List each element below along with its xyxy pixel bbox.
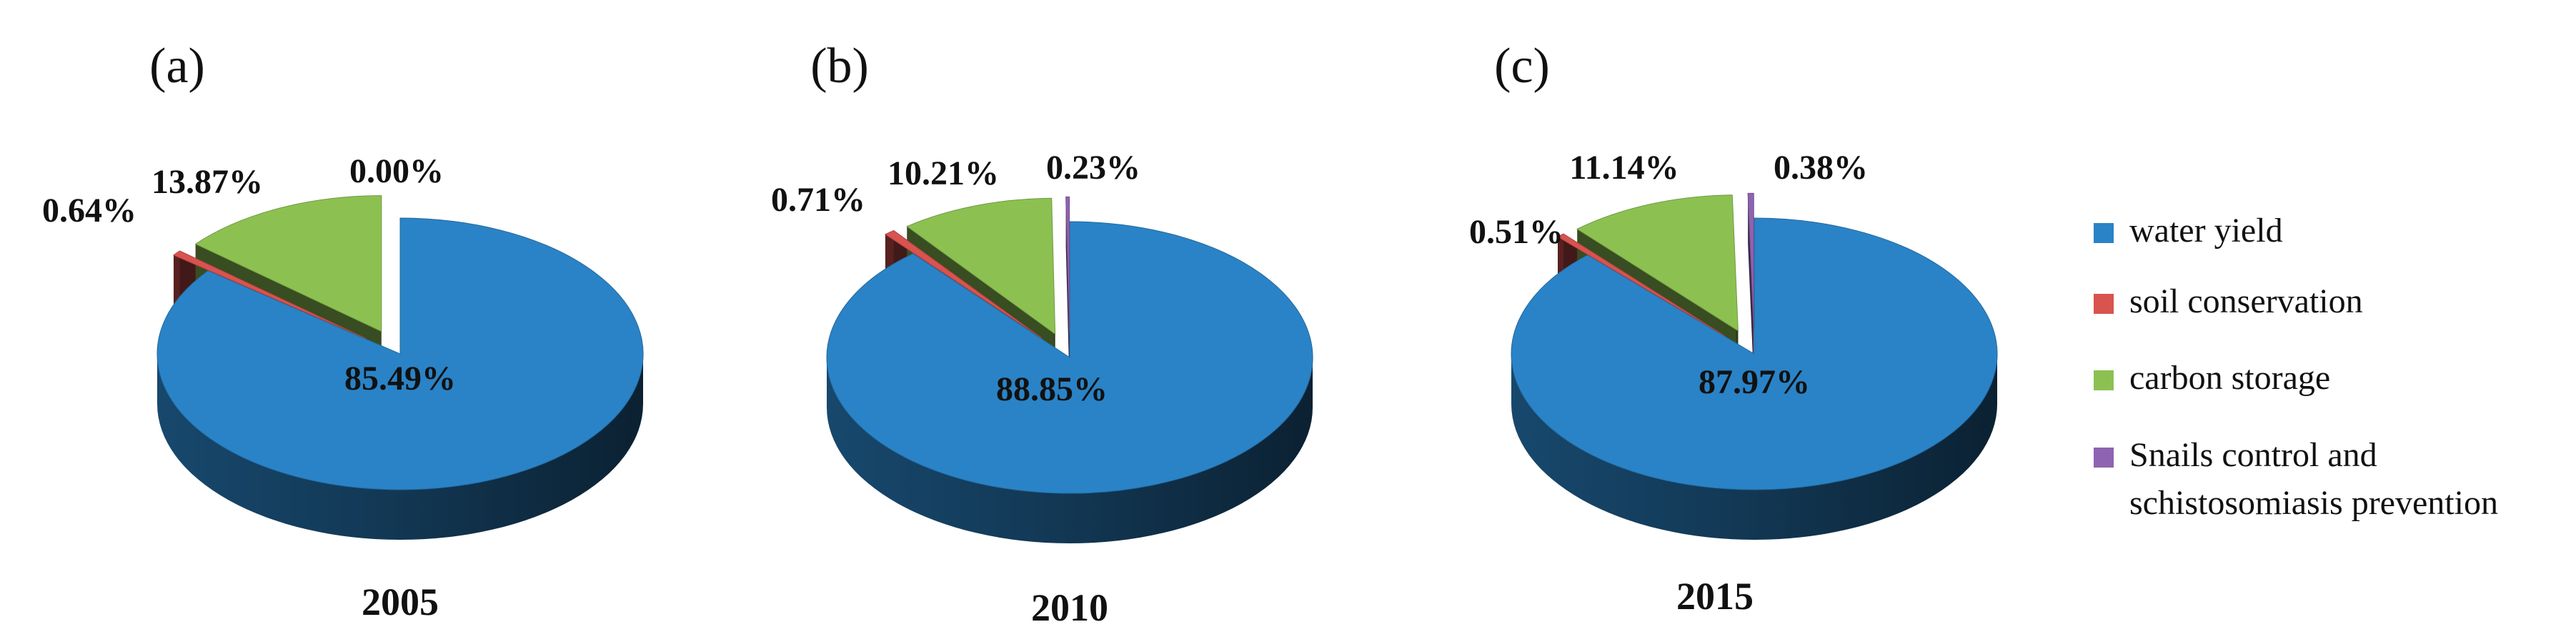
- pie-wall-water-yield: [827, 357, 1313, 543]
- pie-slice-carbon-storage: [1576, 194, 1739, 332]
- pie-slice-snails-control-and-schistosomiasis-prevention: [1065, 196, 1070, 333]
- slice-label-carbon-storage: 11.14%: [1569, 149, 1679, 187]
- slice-label-water-yield: 87.97%: [1699, 363, 1810, 401]
- year-label: 2015: [1676, 575, 1754, 618]
- legend-swatch: [2094, 294, 2114, 314]
- year-label: 2010: [1031, 586, 1108, 629]
- slice-label-snails-control-and-schistosomiasis-prevention: 0.23%: [1046, 149, 1140, 187]
- panel-label: (a): [149, 39, 205, 94]
- pie-slice-soil-conservation: [884, 229, 1043, 339]
- legend-swatch: [2094, 448, 2114, 468]
- panel-label: (c): [1494, 39, 1550, 94]
- legend: water yield soil conservation carbon stora…: [2094, 212, 2498, 522]
- legend-swatch: [2094, 370, 2114, 390]
- slice-label-snails-control-and-schistosomiasis-prevention: 0.00%: [349, 152, 444, 190]
- slice-label-water-yield: 88.85%: [996, 370, 1108, 408]
- legend-label: schistosomiasis prevention: [2129, 484, 2498, 522]
- year-label: 2005: [362, 581, 439, 623]
- pie-tops: [826, 196, 1313, 494]
- slice-label-carbon-storage: 13.87%: [151, 163, 263, 201]
- legend-item-soil-conservation: soil conservation: [2094, 282, 2363, 320]
- slice-label-carbon-storage: 10.21%: [887, 154, 999, 192]
- legend-item-carbon-storage: carbon storage: [2094, 359, 2330, 397]
- pie-cut-face: [1748, 193, 1754, 380]
- pie-chart-2015: (c) 2015 87.97% 0.51%11.14% 0.38%: [1469, 39, 1998, 618]
- slice-label-soil-conservation: 0.71%: [771, 181, 865, 219]
- pie-wall-water-yield: [1511, 354, 1997, 540]
- slice-label-snails-control-and-schistosomiasis-prevention: 0.38%: [1774, 149, 1868, 187]
- pie-slice-water-yield: [156, 217, 644, 490]
- pie-chart-2010: (b) 2010 88.85% 0.71% 10.21% 0.23%: [771, 39, 1313, 629]
- pie-tops: [156, 195, 644, 490]
- legend-item-water-yield: water yield: [2094, 212, 2283, 250]
- legend-label: carbon storage: [2129, 359, 2330, 397]
- pie-slice-water-yield: [826, 221, 1313, 494]
- pie-chart-2005: (a) 2005 85.49% 0.64% 13.87% 0.00%: [42, 39, 644, 623]
- panel-label: (b): [810, 39, 869, 94]
- pie-slice-soil-conservation: [172, 250, 366, 339]
- slice-label-soil-conservation: 0.51%: [1469, 213, 1563, 251]
- legend-swatch: [2094, 223, 2114, 243]
- slice-label-water-yield: 85.49%: [344, 360, 456, 397]
- pie-wall-water-yield: [157, 354, 643, 540]
- legend-label: soil conservation: [2129, 282, 2363, 320]
- pie-slice-carbon-storage: [906, 197, 1056, 335]
- pie-slice-snails-control-and-schistosomiasis-prevention: [1747, 192, 1754, 330]
- pie-tops: [1511, 192, 1998, 490]
- slice-label-soil-conservation: 0.64%: [42, 192, 136, 229]
- pie-slice-soil-conservation: [1556, 233, 1725, 336]
- pie-slice-carbon-storage: [194, 195, 382, 332]
- pie-slice-water-yield: [1511, 217, 1998, 490]
- legend-item-snails-control-and-schistosomiasis-prevention: Snails control and schistosomiasis preven…: [2094, 436, 2498, 522]
- legend-label: Snails control and: [2129, 436, 2377, 474]
- legend-label: water yield: [2129, 212, 2283, 250]
